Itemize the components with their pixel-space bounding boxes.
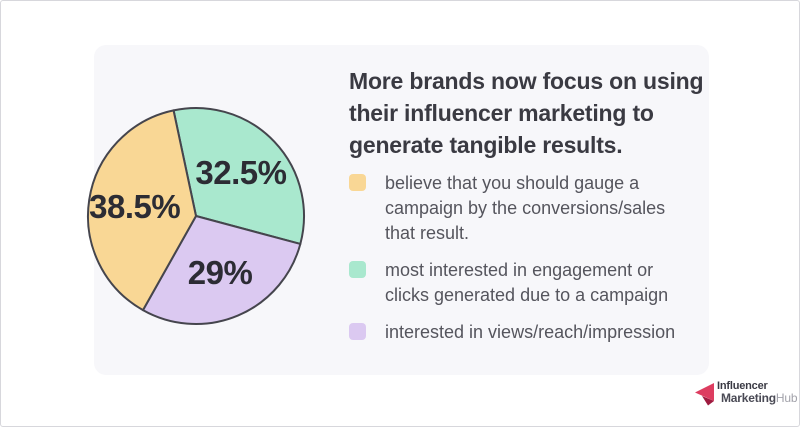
logo-line2: MarketingHub bbox=[721, 391, 798, 405]
pie-slice-value-engagement-clicks: 32.5% bbox=[195, 154, 287, 192]
legend-swatch-teal bbox=[349, 261, 366, 278]
legend-label: believe that you should gauge a campaign… bbox=[385, 173, 666, 243]
pie-slice-value-conversions-sales: 38.5% bbox=[89, 187, 181, 225]
pie-slice-conversions-sales bbox=[87, 109, 197, 312]
pie-slice-engagement-clicks bbox=[172, 107, 305, 245]
legend-swatch-purple bbox=[349, 323, 366, 340]
logo-line2-dark: Marketing bbox=[721, 391, 776, 405]
chart-title: More brands now focus on using their inf… bbox=[349, 68, 704, 158]
brand-logo-text: Influencer MarketingHub bbox=[717, 380, 798, 405]
legend-label: most interested in engagement or clicks … bbox=[385, 260, 669, 305]
logo-arrow-fold bbox=[702, 396, 714, 406]
pie-slice-views-reach-impression bbox=[141, 215, 302, 325]
legend-label: interested in views/reach/impression bbox=[385, 322, 676, 342]
logo-line1: Influencer bbox=[717, 380, 768, 392]
logo-line2-light: Hub bbox=[775, 391, 798, 405]
brand-logo: Influencer MarketingHub bbox=[693, 380, 798, 406]
brand-logo-arrow-icon bbox=[695, 383, 714, 406]
legend-swatch-yellow bbox=[349, 174, 366, 191]
logo-arrow-main bbox=[695, 383, 714, 401]
pie-chart-svg bbox=[87, 107, 305, 325]
content-column: More brands now focus on using their inf… bbox=[349, 65, 705, 357]
pie-slice-value-views-reach-impression: 29% bbox=[187, 254, 253, 292]
legend-item-engagement: most interested in engagement or clicks … bbox=[349, 258, 705, 308]
legend-item-views: interested in views/reach/impression bbox=[349, 320, 705, 345]
pie-chart: 32.5% 29% 38.5% bbox=[86, 106, 306, 326]
legend-item-conversions: believe that you should gauge a campaign… bbox=[349, 171, 705, 246]
legend: believe that you should gauge a campaign… bbox=[349, 171, 705, 345]
